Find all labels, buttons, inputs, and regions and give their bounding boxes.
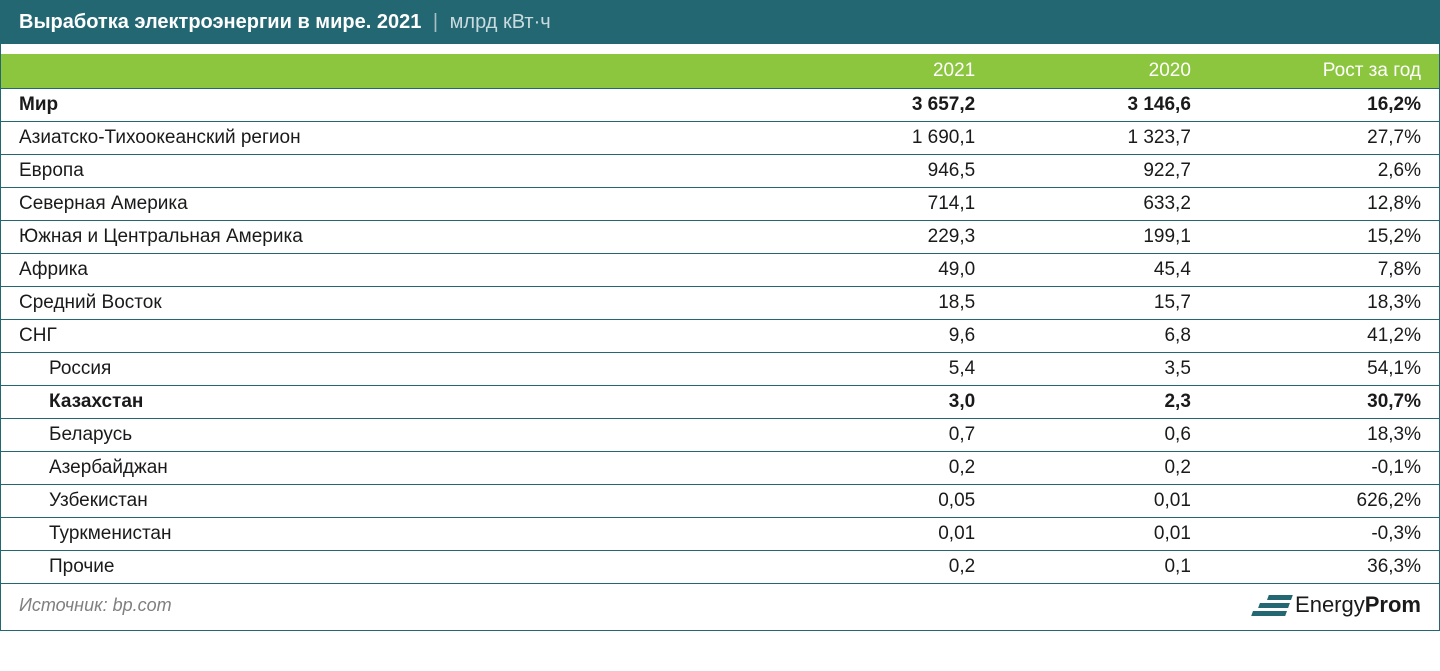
source-text: Источник: bp.com [19,595,172,616]
cell-name: Россия [1,353,778,386]
cell-growth: -0,3% [1209,518,1439,551]
logo: EnergyProm [1255,592,1421,618]
cell-2020: 15,7 [993,287,1209,320]
cell-2020: 0,01 [993,518,1209,551]
cell-2021: 3,0 [778,386,994,419]
cell-2020: 45,4 [993,254,1209,287]
table-row: Азербайджан0,20,2-0,1% [1,452,1439,485]
table-row: Россия5,43,554,1% [1,353,1439,386]
cell-2020: 633,2 [993,188,1209,221]
cell-2020: 2,3 [993,386,1209,419]
cell-name: Азиатско-Тихоокеанский регион [1,122,778,155]
title-main: Выработка электроэнергии в мире. 2021 [19,11,421,33]
cell-name: Европа [1,155,778,188]
cell-name: Мир [1,89,778,122]
cell-name: Туркменистан [1,518,778,551]
cell-2020: 1 323,7 [993,122,1209,155]
cell-growth: 16,2% [1209,89,1439,122]
cell-2020: 0,2 [993,452,1209,485]
cell-2020: 199,1 [993,221,1209,254]
cell-2020: 6,8 [993,320,1209,353]
cell-name: Африка [1,254,778,287]
cell-growth: 626,2% [1209,485,1439,518]
data-table: 2021 2020 Рост за год Мир3 657,23 146,61… [1,54,1439,584]
table-row: СНГ9,66,841,2% [1,320,1439,353]
cell-2020: 0,01 [993,485,1209,518]
cell-growth: 30,7% [1209,386,1439,419]
cell-2020: 3 146,6 [993,89,1209,122]
cell-2021: 714,1 [778,188,994,221]
logo-part2: Prom [1365,592,1421,617]
cell-name: Южная и Центральная Америка [1,221,778,254]
col-header-name [1,54,778,89]
table-body: Мир3 657,23 146,616,2%Азиатско-Тихоокеан… [1,89,1439,584]
col-header-2021: 2021 [778,54,994,89]
title-unit: млрд кВт·ч [450,11,551,33]
table-row: Узбекистан0,050,01626,2% [1,485,1439,518]
table-row: Прочие0,20,136,3% [1,551,1439,584]
col-header-2020: 2020 [993,54,1209,89]
logo-bars-icon [1251,595,1293,616]
cell-2021: 49,0 [778,254,994,287]
spacer [1,44,1439,54]
cell-2021: 3 657,2 [778,89,994,122]
cell-2021: 0,2 [778,551,994,584]
cell-growth: 7,8% [1209,254,1439,287]
cell-2021: 9,6 [778,320,994,353]
cell-name: Прочие [1,551,778,584]
table-row: Мир3 657,23 146,616,2% [1,89,1439,122]
cell-name: СНГ [1,320,778,353]
table-header-row: 2021 2020 Рост за год [1,54,1439,89]
cell-name: Узбекистан [1,485,778,518]
cell-growth: 18,3% [1209,419,1439,452]
table-row: Азиатско-Тихоокеанский регион1 690,11 32… [1,122,1439,155]
cell-2020: 922,7 [993,155,1209,188]
cell-growth: 2,6% [1209,155,1439,188]
table-row: Туркменистан0,010,01-0,3% [1,518,1439,551]
logo-part1: Energy [1295,592,1365,617]
cell-growth: 41,2% [1209,320,1439,353]
cell-2020: 3,5 [993,353,1209,386]
cell-name: Средний Восток [1,287,778,320]
cell-2021: 18,5 [778,287,994,320]
table-row: Казахстан3,02,330,7% [1,386,1439,419]
table-row: Африка49,045,47,8% [1,254,1439,287]
cell-growth: 27,7% [1209,122,1439,155]
cell-2020: 0,6 [993,419,1209,452]
cell-2021: 0,7 [778,419,994,452]
title-bar: Выработка электроэнергии в мире. 2021 | … [1,1,1439,44]
logo-text: EnergyProm [1295,592,1421,618]
cell-2021: 5,4 [778,353,994,386]
cell-2021: 0,2 [778,452,994,485]
table-row: Северная Америка714,1633,212,8% [1,188,1439,221]
cell-2021: 0,05 [778,485,994,518]
table-row: Средний Восток18,515,718,3% [1,287,1439,320]
cell-name: Казахстан [1,386,778,419]
cell-2021: 0,01 [778,518,994,551]
cell-growth: -0,1% [1209,452,1439,485]
table-container: Выработка электроэнергии в мире. 2021 | … [0,0,1440,631]
cell-2020: 0,1 [993,551,1209,584]
cell-name: Азербайджан [1,452,778,485]
title-separator: | [433,11,438,33]
cell-name: Беларусь [1,419,778,452]
cell-name: Северная Америка [1,188,778,221]
cell-growth: 54,1% [1209,353,1439,386]
table-row: Европа946,5922,72,6% [1,155,1439,188]
table-row: Южная и Центральная Америка229,3199,115,… [1,221,1439,254]
cell-2021: 1 690,1 [778,122,994,155]
table-row: Беларусь0,70,618,3% [1,419,1439,452]
cell-growth: 12,8% [1209,188,1439,221]
cell-growth: 18,3% [1209,287,1439,320]
cell-growth: 15,2% [1209,221,1439,254]
cell-2021: 946,5 [778,155,994,188]
cell-growth: 36,3% [1209,551,1439,584]
cell-2021: 229,3 [778,221,994,254]
footer: Источник: bp.com EnergyProm [1,584,1439,630]
col-header-growth: Рост за год [1209,54,1439,89]
